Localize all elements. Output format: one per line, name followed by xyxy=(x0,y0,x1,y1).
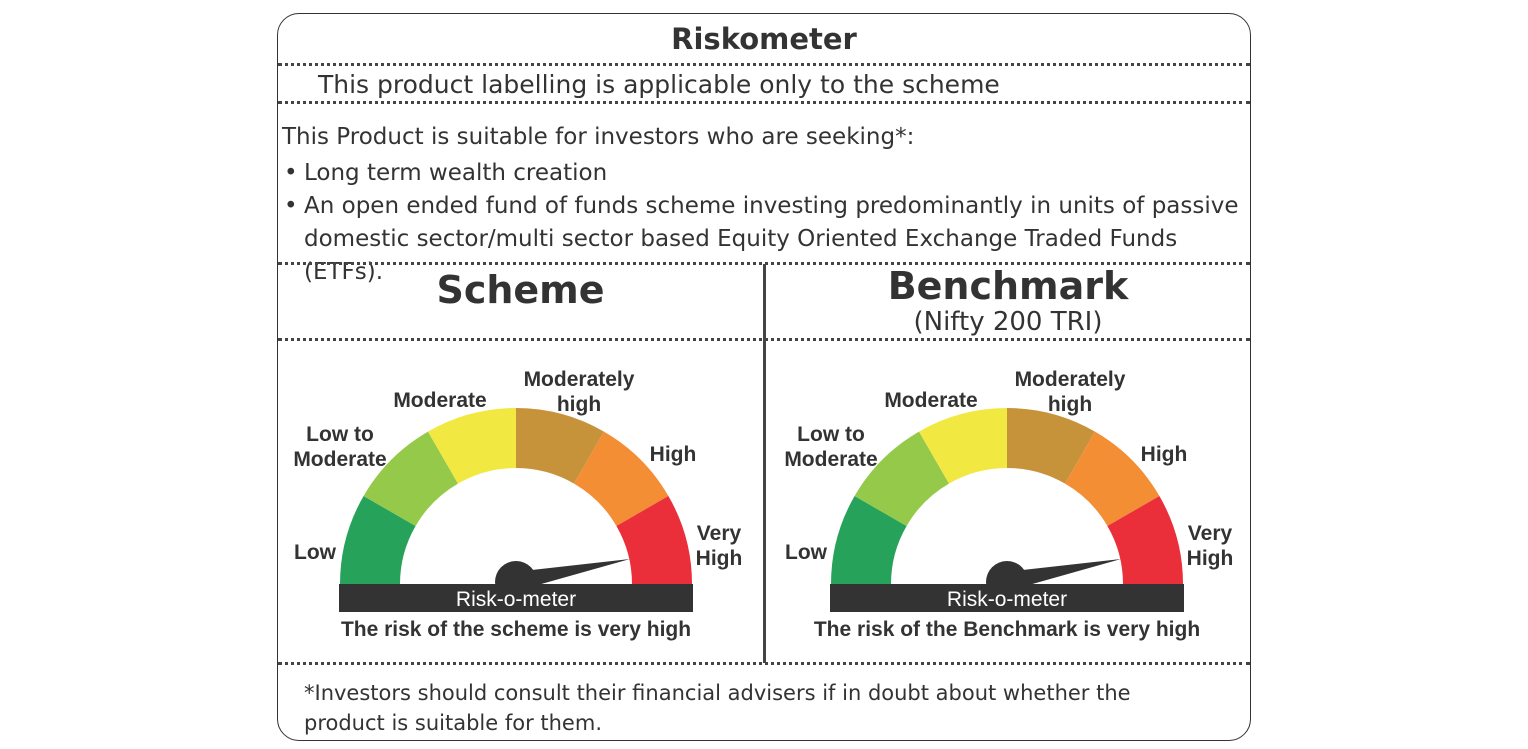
list-item-text: Long term wealth creation xyxy=(304,160,608,186)
segment-high xyxy=(574,431,669,526)
needle xyxy=(1005,559,1121,590)
scheme-heading: Scheme xyxy=(436,268,605,312)
segment-low-to-moderate xyxy=(854,431,949,526)
segment-high xyxy=(1065,431,1160,526)
risk-bar xyxy=(830,584,1184,612)
label-high: High xyxy=(650,443,697,466)
segment-very-high xyxy=(1107,496,1183,584)
divider xyxy=(278,101,1250,104)
suitability-intro: This Product is suitable for investors w… xyxy=(282,124,915,150)
divider xyxy=(278,63,1250,66)
label-moderately-high-line1: Moderately xyxy=(524,368,635,391)
risk-bar-label: Risk-o-meter xyxy=(456,588,576,611)
divider xyxy=(278,262,1250,265)
segment-moderately-high xyxy=(516,408,604,484)
divider xyxy=(278,662,1250,665)
card-title: Riskometer xyxy=(671,22,857,56)
label-low-to-moderate-line2: Moderate xyxy=(293,448,386,471)
panel-divider xyxy=(763,264,766,663)
scheme-heading-block: Scheme xyxy=(278,269,763,311)
label-low: Low xyxy=(294,541,337,564)
label-very-high-line2: High xyxy=(1187,547,1234,570)
segment-moderate xyxy=(428,408,516,484)
benchmark-index: (Nifty 200 TRI) xyxy=(913,307,1103,337)
segment-moderate xyxy=(919,408,1007,484)
label-moderate: Moderate xyxy=(393,389,486,412)
labelling-note: This product labelling is applicable onl… xyxy=(318,70,1000,99)
riskometer-card: Riskometer This product labelling is app… xyxy=(277,13,1251,741)
risk-caption: The risk of the Benchmark is very high xyxy=(814,618,1200,641)
suitability-list: • Long term wealth creation • An open ende… xyxy=(282,157,1248,289)
label-moderate: Moderate xyxy=(884,389,977,412)
segment-low-to-moderate xyxy=(363,431,458,526)
label-very-high-line1: Very xyxy=(697,522,742,545)
label-moderately-high-line2: high xyxy=(1048,393,1092,416)
label-low-to-moderate-line2: Moderate xyxy=(784,448,877,471)
label-moderately-high-line2: high xyxy=(557,393,601,416)
segment-moderately-high xyxy=(1007,408,1095,484)
label-low-to-moderate-line1: Low to xyxy=(797,423,865,446)
needle xyxy=(514,559,630,590)
risk-bar-label: Risk-o-meter xyxy=(947,588,1067,611)
benchmark-heading-block: Benchmark (Nifty 200 TRI) xyxy=(766,265,1250,337)
label-very-high-line2: High xyxy=(696,547,743,570)
label-moderately-high-line1: Moderately xyxy=(1015,368,1126,391)
benchmark-riskometer: Risk-o-meter The risk of the Benchmark i… xyxy=(784,368,1234,641)
risk-bar xyxy=(339,584,693,612)
segment-low xyxy=(340,496,416,584)
label-high: High xyxy=(1141,443,1188,466)
list-item: • Long term wealth creation xyxy=(284,160,608,186)
footnote: *Investors should consult their financia… xyxy=(304,681,1131,735)
benchmark-heading: Benchmark xyxy=(887,264,1129,308)
segment-low xyxy=(831,496,907,584)
segment-very-high xyxy=(616,496,692,584)
label-low-to-moderate-line1: Low to xyxy=(306,423,374,446)
risk-caption: The risk of the scheme is very high xyxy=(341,618,691,641)
label-low: Low xyxy=(785,541,828,564)
scheme-riskometer: Risk-o-meter The risk of the scheme is v… xyxy=(293,368,743,641)
divider xyxy=(278,338,1250,341)
label-very-high-line1: Very xyxy=(1188,522,1233,545)
